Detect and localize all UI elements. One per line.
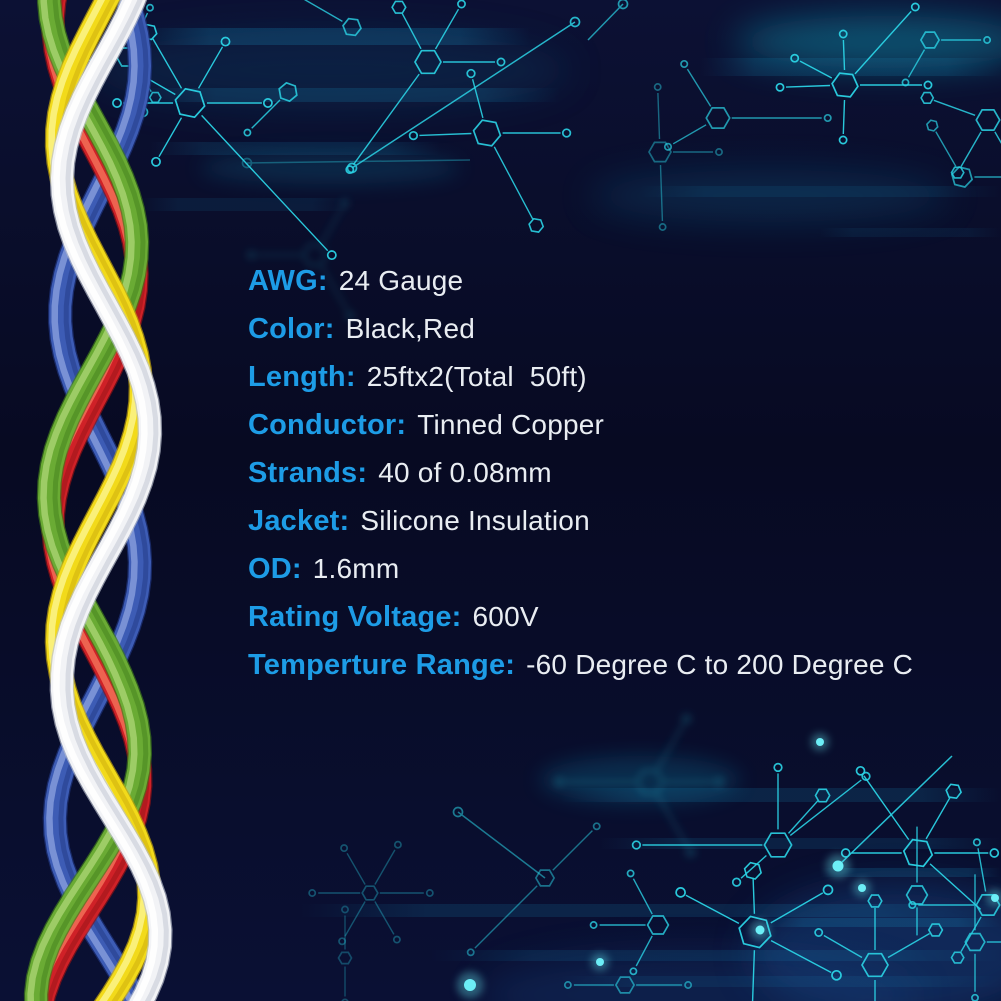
spec-value: 24 Gauge [338, 265, 464, 296]
spec-value: Black,Red [345, 313, 475, 344]
spec-value: 1.6mm [312, 553, 400, 584]
spec-label: Length: [248, 360, 356, 393]
spec-value: 25ftx2(Total 50ft) [366, 361, 587, 392]
spec-list: AWG: 24 Gauge Color: Black,Red Length: 2… [248, 257, 913, 689]
spec-row-awg: AWG: 24 Gauge [248, 257, 913, 305]
spec-row-jacket: Jacket: Silicone Insulation [248, 497, 913, 545]
spec-value: Silicone Insulation [360, 505, 590, 536]
spec-value: -60 Degree C to 200 Degree C [526, 649, 914, 680]
light-streaks [140, 28, 1001, 987]
spec-label: Strands: [248, 456, 368, 489]
bright-nodes [456, 733, 1001, 999]
spec-label: Rating Voltage: [248, 600, 462, 633]
spec-row-length: Length: 25ftx2(Total 50ft) [248, 353, 913, 401]
spec-value: 40 of 0.08mm [378, 457, 552, 488]
spec-row-temperature-range: Temperture Range: -60 Degree C to 200 De… [248, 641, 913, 689]
circuit-top-group [62, 0, 1001, 320]
spec-label: Jacket: [248, 504, 350, 537]
circuit-bottom-group [308, 714, 1001, 1001]
spec-label: Conductor: [248, 408, 407, 441]
spec-row-strands: Strands: 40 of 0.08mm [248, 449, 913, 497]
spec-label: Temperture Range: [248, 648, 516, 681]
spec-row-conductor: Conductor: Tinned Copper [248, 401, 913, 449]
spec-label: Color: [248, 312, 335, 345]
green-wire [23, 0, 153, 1001]
spec-value: Tinned Copper [417, 409, 605, 440]
spec-row-color: Color: Black,Red [248, 305, 913, 353]
spec-label: AWG: [248, 264, 328, 297]
white-wire [49, 0, 173, 1001]
spec-label: OD: [248, 552, 302, 585]
spec-row-od: OD: 1.6mm [248, 545, 913, 593]
spec-row-rating-voltage: Rating Voltage: 600V [248, 593, 913, 641]
spec-value: 600V [472, 601, 539, 632]
